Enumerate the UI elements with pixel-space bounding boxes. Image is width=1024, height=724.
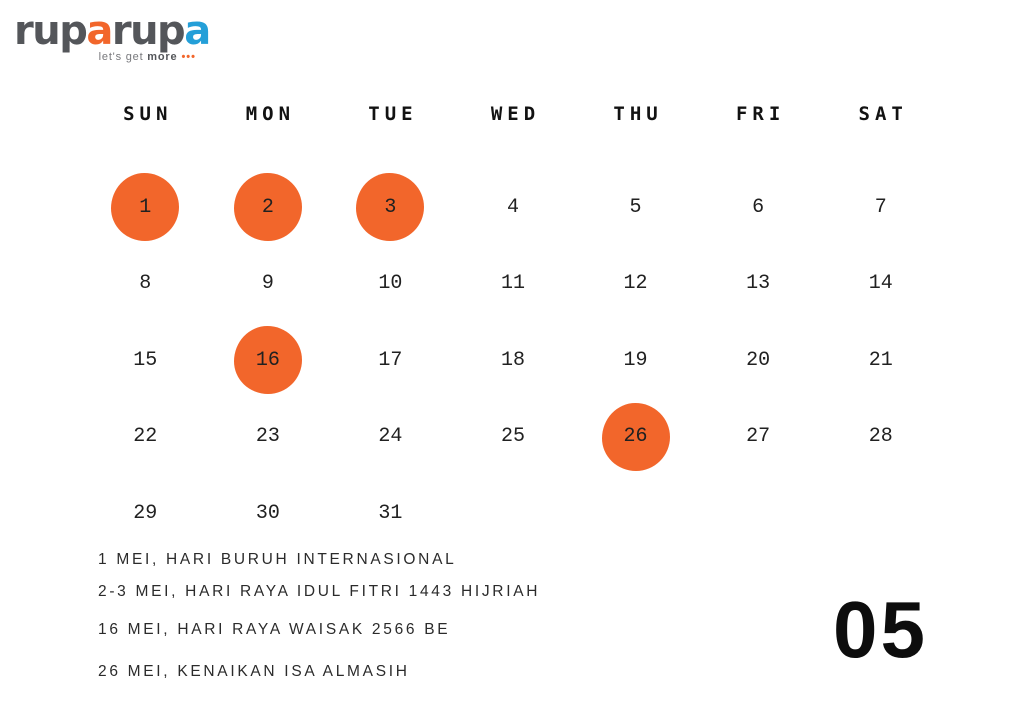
calendar-day-31: 31	[329, 475, 452, 552]
day-number-wrap: 9	[261, 272, 274, 296]
calendar-day-17: 17	[329, 322, 452, 399]
calendar-day-14: 14	[819, 246, 942, 323]
calendar-day-27: 27	[697, 399, 820, 476]
day-number-wrap: 28	[868, 425, 893, 449]
day-number-wrap: 5	[629, 195, 642, 219]
month-number: 05	[833, 585, 928, 674]
day-number-wrap: 17	[378, 348, 403, 372]
calendar-day-10: 10	[329, 246, 452, 323]
holiday-note-3: 16 MEI, HARI RAYA WAISAK 2566 BE	[98, 621, 451, 638]
weekday-label-wed: WED	[490, 103, 541, 125]
logo-tagline: let's get more •••	[14, 51, 196, 63]
calendar-day-23: 23	[207, 399, 330, 476]
calendar-day-3: 3	[329, 169, 452, 246]
calendar-day-empty	[819, 475, 942, 552]
day-number-wrap: 24	[378, 425, 403, 449]
calendar-day-20: 20	[697, 322, 820, 399]
calendar-day-empty	[697, 475, 820, 552]
highlight-circle: 1	[111, 173, 180, 242]
day-number-wrap: 6	[752, 195, 765, 219]
calendar-day-30: 30	[207, 475, 330, 552]
day-number-wrap: 20	[746, 348, 771, 372]
day-number-wrap: 27	[746, 425, 771, 449]
calendar-day-15: 15	[84, 322, 207, 399]
calendar-day-2: 2	[207, 169, 330, 246]
calendar-day-22: 22	[84, 399, 207, 476]
day-number-wrap: 7	[874, 195, 887, 219]
day-number-wrap: 30	[255, 501, 280, 525]
tagline-dots-icon: •••	[177, 51, 196, 63]
highlight-circle: 16	[233, 326, 302, 395]
calendar-day-8: 8	[84, 246, 207, 323]
calendar-day-empty	[574, 475, 697, 552]
tagline-bold-text: more	[147, 51, 178, 63]
day-number-wrap: 14	[868, 272, 893, 296]
tagline-text: let's get	[98, 51, 148, 63]
day-number-wrap: 8	[139, 272, 152, 296]
day-number-wrap	[847, 479, 915, 547]
day-number-wrap: 21	[868, 348, 893, 372]
calendar-day-9: 9	[207, 246, 330, 323]
day-number-wrap	[602, 479, 670, 547]
calendar-day-16: 16	[207, 322, 330, 399]
calendar-day-12: 12	[574, 246, 697, 323]
calendar-day-28: 28	[819, 399, 942, 476]
calendar-day-11: 11	[452, 246, 575, 323]
day-number-wrap: 25	[500, 425, 525, 449]
calendar-day-6: 6	[697, 169, 820, 246]
weekday-label-mon: MON	[245, 103, 296, 125]
highlight-circle: 26	[601, 402, 670, 471]
day-number-wrap: 4	[506, 195, 519, 219]
day-number-wrap: 13	[746, 272, 771, 296]
day-number-wrap: 19	[623, 348, 648, 372]
day-number-wrap: 23	[255, 425, 280, 449]
holiday-note-2: 2-3 MEI, HARI RAYA IDUL FITRI 1443 HIJRI…	[98, 583, 541, 600]
day-number-wrap: 29	[133, 501, 158, 525]
day-number-wrap: 10	[378, 272, 403, 296]
weekday-label-sat: SAT	[858, 103, 908, 125]
calendar-day-25: 25	[452, 399, 575, 476]
weekday-label-fri: FRI	[735, 103, 786, 125]
calendar-grid: 1 2 3 4 5 6 7 8 9 10 11 12 13 14 15 16 17 18 19 20 21 22 23 24 2…	[84, 169, 942, 552]
highlight-circle: 2	[233, 173, 302, 242]
calendar-day-7: 7	[819, 169, 942, 246]
calendar-day-5: 5	[574, 169, 697, 246]
calendar-day-1: 1	[84, 169, 207, 246]
day-number-wrap: 15	[133, 348, 158, 372]
calendar-day-empty	[452, 475, 575, 552]
calendar-day-26: 26	[574, 399, 697, 476]
calendar-day-4: 4	[452, 169, 575, 246]
calendar-day-18: 18	[452, 322, 575, 399]
day-number-wrap: 18	[500, 348, 525, 372]
weekday-label-thu: THU	[613, 103, 663, 125]
day-number-wrap: 22	[133, 425, 158, 449]
day-number-wrap: 12	[623, 272, 648, 296]
day-number-wrap: 31	[378, 501, 403, 525]
calendar-day-24: 24	[329, 399, 452, 476]
logo-letter-group: rup	[111, 8, 186, 54]
logo-letter-group: a	[184, 8, 211, 54]
weekday-label-sun: SUN	[123, 103, 173, 125]
ruparupa-logo: ruparupa let's get more •••	[14, 8, 211, 63]
logo-letter-group: rup	[14, 8, 88, 54]
day-number-wrap: 11	[500, 272, 525, 296]
holiday-note-4: 26 MEI, KENAIKAN ISA ALMASIH	[98, 663, 410, 680]
weekday-label-tue: TUE	[368, 103, 418, 125]
holiday-list: 1 MEI, HARI BURUH INTERNASIONAL 2-3 MEI, …	[98, 551, 540, 681]
calendar-day-29: 29	[84, 475, 207, 552]
day-number-wrap	[479, 479, 547, 547]
holiday-note-1: 1 MEI, HARI BURUH INTERNASIONAL	[98, 551, 457, 568]
day-number-wrap	[724, 479, 792, 547]
logo-wordmark: ruparupa	[14, 8, 211, 54]
highlight-circle: 3	[356, 173, 425, 242]
calendar-day-19: 19	[574, 322, 697, 399]
calendar-day-21: 21	[819, 322, 942, 399]
logo-letter-group: a	[86, 8, 113, 54]
calendar-day-13: 13	[697, 246, 820, 323]
weekday-header-row: SUN MON TUE WED THU FRI SAT	[84, 103, 942, 125]
